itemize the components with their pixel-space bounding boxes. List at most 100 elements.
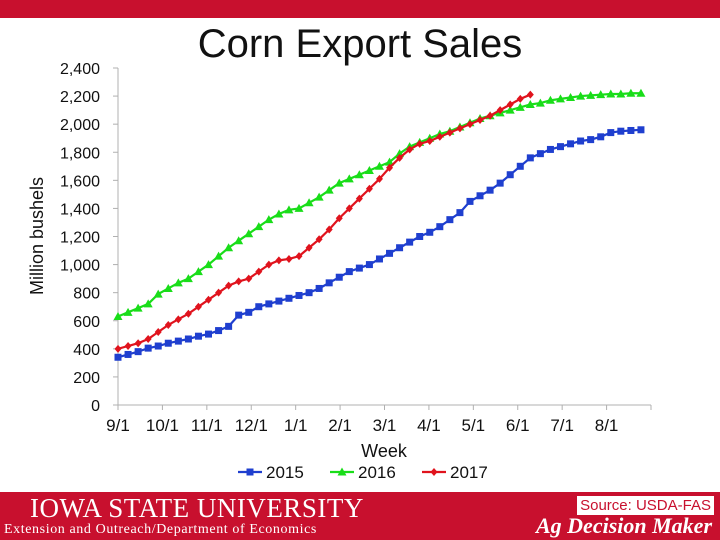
data-point-2016: [385, 157, 395, 166]
data-point-2015: [255, 303, 263, 311]
data-point-2016: [586, 90, 596, 99]
data-point-2015: [607, 129, 615, 137]
data-point-2015: [345, 268, 353, 276]
data-point-2016: [304, 198, 314, 207]
footer-banner: IOWA STATE UNIVERSITY Extension and Outr…: [0, 492, 720, 540]
legend-label: 2017: [450, 463, 488, 482]
data-point-2015: [225, 322, 233, 330]
data-point-2015: [396, 244, 404, 252]
data-point-2015: [265, 300, 273, 308]
x-tick-label: 6/1: [506, 416, 530, 435]
data-point-2015: [114, 353, 122, 361]
y-tick-label: 1,200: [60, 230, 100, 247]
data-point-2015: [386, 249, 394, 257]
y-tick-label: 1,400: [60, 201, 100, 218]
data-point-2017: [396, 153, 404, 162]
data-point-2017: [486, 111, 494, 120]
data-point-2016: [354, 170, 364, 179]
data-point-2017: [164, 320, 172, 329]
data-point-2016: [525, 100, 535, 109]
y-axis-label: Million bushels: [27, 177, 47, 295]
data-point-2016: [515, 102, 525, 111]
data-point-2015: [597, 133, 605, 141]
series-2015: [114, 126, 645, 361]
data-point-2015: [215, 327, 223, 335]
data-point-2016: [254, 222, 264, 231]
data-point-2015: [275, 297, 283, 305]
data-point-2017: [516, 94, 524, 103]
y-tick-label: 2,200: [60, 89, 100, 106]
data-point-2016: [284, 205, 294, 214]
data-point-2015: [416, 233, 424, 240]
data-point-2015: [476, 192, 484, 200]
y-tick-label: 1,600: [60, 173, 100, 190]
series-line-2017: [117, 93, 531, 350]
data-point-2017: [406, 145, 414, 154]
data-point-2016: [314, 192, 324, 201]
data-point-2016: [183, 274, 193, 283]
legend-label: 2016: [358, 463, 396, 482]
data-point-2017: [215, 288, 223, 297]
x-tick-label: 1/1: [284, 416, 308, 435]
data-point-2017: [225, 281, 233, 290]
data-point-2016: [344, 174, 354, 183]
x-tick-label: 2/1: [328, 416, 352, 435]
data-point-2016: [555, 94, 565, 103]
legend-marker: [337, 467, 347, 476]
data-point-2015: [496, 179, 504, 187]
data-point-2017: [426, 137, 434, 146]
data-point-2017: [365, 184, 373, 193]
data-point-2015: [325, 279, 333, 287]
data-point-2015: [205, 330, 213, 338]
data-point-2015: [536, 150, 544, 158]
data-point-2016: [626, 88, 636, 97]
data-point-2016: [244, 229, 254, 238]
y-tick-label: 2,000: [60, 117, 100, 134]
y-tick-label: 600: [73, 314, 100, 331]
data-point-2015: [546, 145, 554, 153]
series-line-2016: [117, 92, 641, 318]
data-point-2017: [285, 254, 293, 263]
data-point-2015: [174, 337, 182, 345]
data-point-2015: [516, 162, 524, 170]
legend-item-2015: 2015: [238, 463, 304, 482]
data-point-2017: [466, 120, 474, 129]
data-point-2015: [406, 238, 414, 246]
data-point-2017: [416, 139, 424, 148]
data-point-2017: [496, 106, 504, 115]
data-point-2015: [245, 308, 253, 316]
x-tick-label: 8/1: [595, 416, 619, 435]
x-tick-label: 9/1: [106, 416, 130, 435]
data-point-2016: [264, 215, 274, 224]
data-point-2017: [386, 163, 394, 172]
x-tick-label: 12/1: [235, 416, 268, 435]
data-point-2016: [374, 161, 384, 170]
data-point-2016: [334, 178, 344, 187]
data-point-2017: [134, 339, 142, 348]
data-point-2017: [245, 274, 253, 283]
series-2016: [113, 88, 646, 321]
data-point-2016: [535, 98, 545, 107]
data-point-2016: [636, 88, 646, 97]
x-axis-label: Week: [361, 441, 408, 461]
data-point-2015: [627, 126, 635, 134]
data-point-2015: [567, 140, 575, 148]
data-point-2015: [164, 339, 172, 347]
data-point-2015: [124, 350, 132, 358]
data-point-2017: [194, 302, 202, 311]
data-point-2017: [446, 128, 454, 137]
data-point-2017: [325, 225, 333, 234]
data-point-2016: [214, 251, 224, 260]
data-point-2015: [436, 223, 444, 231]
data-point-2015: [355, 264, 363, 272]
data-point-2017: [265, 260, 273, 269]
data-point-2017: [345, 204, 353, 213]
data-point-2017: [315, 235, 323, 244]
data-point-2017: [305, 243, 313, 252]
x-tick-label: 11/1: [191, 416, 223, 435]
data-point-2015: [375, 255, 383, 263]
data-point-2015: [295, 291, 303, 299]
y-tick-label: 1,800: [60, 145, 100, 162]
y-tick-label: 0: [91, 398, 100, 415]
legend-marker: [246, 468, 254, 476]
